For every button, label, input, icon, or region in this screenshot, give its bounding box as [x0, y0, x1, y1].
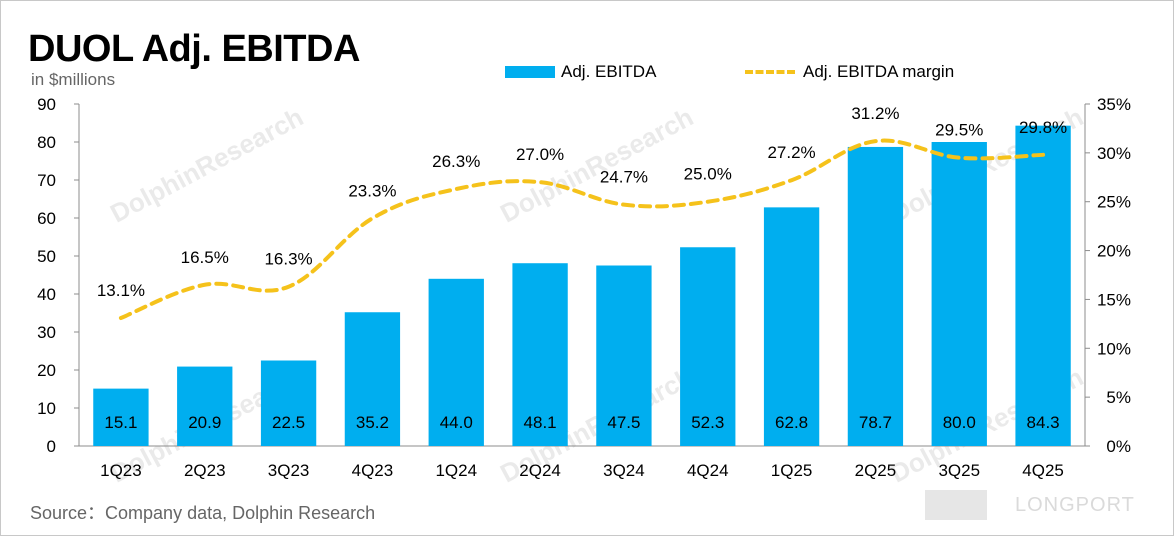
bar-value-label: 52.3 [691, 413, 724, 432]
bar [512, 263, 568, 446]
margin-value-label: 31.2% [851, 104, 899, 123]
bar-value-label: 84.3 [1027, 413, 1060, 432]
margin-value-label: 29.5% [935, 121, 983, 140]
left-tick-label: 80 [37, 133, 56, 152]
legend-item-line: Adj. EBITDA margin [745, 62, 954, 82]
bar-value-label: 44.0 [440, 413, 473, 432]
margin-value-label: 29.8% [1019, 118, 1067, 137]
bar-value-label: 35.2 [356, 413, 389, 432]
bar [344, 312, 401, 446]
legend-item-bar: Adj. EBITDA [505, 62, 656, 82]
bar-value-label: 15.1 [104, 413, 137, 432]
margin-value-label: 16.3% [264, 250, 312, 269]
bar [847, 146, 904, 446]
x-tick-label: 1Q24 [435, 461, 477, 480]
right-tick-label: 25% [1097, 193, 1131, 212]
bar [680, 247, 736, 446]
chart-title: DUOL Adj. EBITDA [28, 28, 360, 70]
left-tick-label: 90 [37, 95, 56, 114]
legend-bar-label: Adj. EBITDA [561, 62, 657, 81]
bar-value-label: 62.8 [775, 413, 808, 432]
margin-line [118, 138, 1046, 320]
chart-subtitle: in $millions [31, 70, 116, 89]
bar [93, 388, 149, 446]
right-tick-label: 20% [1097, 242, 1131, 261]
left-tick-label: 30 [37, 323, 56, 342]
legend-line-label: Adj. EBITDA margin [803, 62, 955, 81]
x-tick-label: 4Q23 [352, 461, 394, 480]
right-tick-label: 15% [1097, 290, 1131, 309]
x-tick-label: 2Q24 [519, 461, 561, 480]
x-tick-label: 3Q24 [603, 461, 645, 480]
x-tick-label: 3Q25 [938, 461, 980, 480]
left-tick-label: 10 [37, 399, 56, 418]
bar-value-label: 48.1 [524, 413, 557, 432]
right-tick-label: 35% [1097, 95, 1131, 114]
x-tick-label: 2Q25 [855, 461, 897, 480]
margin-value-label: 26.3% [432, 152, 480, 171]
left-tick-label: 60 [37, 209, 56, 228]
left-tick-label: 40 [37, 285, 56, 304]
legend-bar-swatch [505, 66, 555, 78]
legend-line-swatch [745, 70, 795, 74]
bar [1015, 125, 1071, 446]
right-tick-label: 5% [1106, 388, 1131, 407]
margin-value-label: 24.7% [600, 168, 648, 187]
bar [177, 366, 233, 446]
right-tick-label: 30% [1097, 144, 1131, 163]
margin-value-label: 16.5% [181, 248, 229, 267]
chart-source: Source：Company data, Dolphin Research [30, 503, 376, 523]
bar [931, 142, 987, 446]
bar [596, 265, 652, 446]
left-tick-label: 0 [47, 437, 56, 456]
brand-text: LONGPORT [1015, 494, 1135, 516]
right-tick-label: 0% [1106, 437, 1131, 456]
x-tick-label: 2Q23 [184, 461, 226, 480]
left-tick-label: 50 [37, 247, 56, 266]
margin-value-label: 25.0% [684, 165, 732, 184]
margin-value-label: 27.0% [516, 145, 564, 164]
bar-value-label: 20.9 [188, 413, 221, 432]
bar [763, 207, 820, 446]
left-tick-label: 20 [37, 361, 56, 380]
x-tick-label: 4Q25 [1022, 461, 1064, 480]
margin-value-label: 27.2% [767, 143, 815, 162]
margin-value-label: 23.3% [348, 181, 396, 200]
bar-value-label: 22.5 [272, 413, 305, 432]
bar [260, 360, 317, 446]
margin-value-label: 13.1% [97, 281, 145, 300]
x-tick-label: 3Q23 [268, 461, 310, 480]
bar [428, 278, 484, 446]
brand-logo-icon [925, 490, 987, 520]
right-tick-label: 10% [1097, 339, 1131, 358]
bar-value-label: 78.7 [859, 413, 892, 432]
left-tick-label: 70 [37, 171, 56, 190]
x-tick-label: 4Q24 [687, 461, 729, 480]
x-tick-label: 1Q23 [100, 461, 142, 480]
x-tick-label: 1Q25 [771, 461, 813, 480]
bar-value-label: 47.5 [607, 413, 640, 432]
bar-value-label: 80.0 [943, 413, 976, 432]
